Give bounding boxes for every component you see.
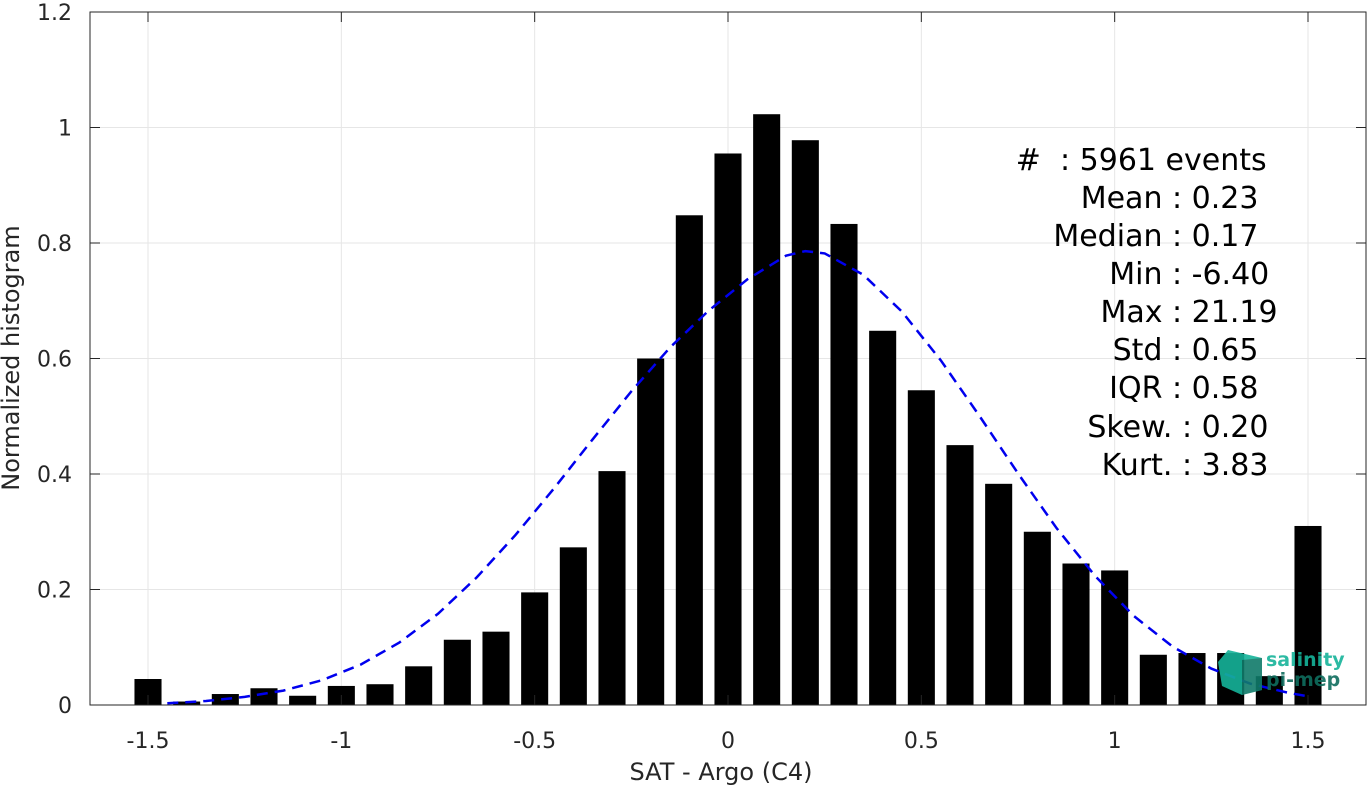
histogram-bar <box>753 114 781 705</box>
stats-kurt-label: Kurt. <box>1102 448 1182 483</box>
histogram-bar <box>791 140 819 705</box>
stats-count-value: : 5961 events <box>1060 143 1267 178</box>
logo-text-pimep: pi-mep <box>1266 669 1340 691</box>
histogram-bar <box>1139 654 1167 705</box>
stats-kurt-value: : 3.83 <box>1182 448 1268 483</box>
histogram-bar <box>250 688 278 705</box>
stats-std-value: : 0.65 <box>1172 333 1258 368</box>
stats-max-value: : 21.19 <box>1172 295 1278 330</box>
x-tick-label: -0.5 <box>513 729 556 754</box>
y-tick-label: 0.4 <box>37 463 72 488</box>
logo-cube-shade <box>1242 658 1262 695</box>
histogram-bar <box>521 592 549 705</box>
histogram-bar <box>1023 531 1051 705</box>
histogram-bar <box>946 445 974 705</box>
stats-min-label: Min <box>1109 257 1172 292</box>
stats-iqr-value: : 0.58 <box>1172 371 1258 406</box>
x-tick-label: -1 <box>330 729 352 754</box>
histogram-bar <box>289 695 317 705</box>
y-tick-label: 0.6 <box>37 348 72 373</box>
stats-min-value: : -6.40 <box>1172 257 1269 292</box>
histogram-bar <box>985 483 1013 705</box>
stats-skew-value: : 0.20 <box>1182 410 1268 445</box>
x-axis-label: SAT - Argo (C4) <box>630 758 813 786</box>
x-tick-label: 0 <box>721 729 735 754</box>
stats-count-label: # <box>1016 143 1060 178</box>
histogram-bar <box>675 215 703 705</box>
histogram-bar <box>598 471 626 705</box>
normal-fit-curve <box>167 249 1309 705</box>
logo-text-salinity: salinity <box>1266 649 1345 671</box>
histogram-bar <box>482 631 510 705</box>
histogram-bar <box>637 358 665 705</box>
stats-box: # : 5961 events Mean : 0.23 Median : 0.1… <box>1016 143 1278 483</box>
y-tick-label: 0.8 <box>37 232 72 257</box>
x-tick-label: 0.5 <box>904 729 939 754</box>
stats-median-label: Median <box>1053 219 1172 254</box>
histogram-bar <box>1101 570 1129 705</box>
stats-std-label: Std <box>1113 333 1172 368</box>
x-tick-label: 1.5 <box>1291 729 1326 754</box>
stats-iqr-label: IQR <box>1109 371 1172 406</box>
y-tick-label: 1 <box>58 117 72 142</box>
histogram-bar <box>1178 653 1206 705</box>
histogram-bar <box>443 639 471 705</box>
stats-mean-value: : 0.23 <box>1172 181 1258 216</box>
histogram-bar <box>366 684 394 705</box>
histogram-bar <box>907 390 935 705</box>
histogram-bar <box>405 666 433 705</box>
stats-max-label: Max <box>1100 295 1172 330</box>
x-tick-labels: -1.5 -1 -0.5 0 0.5 1 1.5 <box>127 729 1326 754</box>
x-tick-label: 1 <box>1108 729 1122 754</box>
histogram-bar <box>869 330 897 705</box>
y-tick-label: 0 <box>58 694 72 719</box>
stats-median-value: : 0.17 <box>1172 219 1258 254</box>
axis-ticks <box>90 11 1366 706</box>
x-tick-label: -1.5 <box>127 729 170 754</box>
salinity-pimep-logo: salinity pi-mep <box>1218 649 1345 695</box>
stats-mean-label: Mean <box>1081 181 1172 216</box>
histogram-bar <box>559 547 587 705</box>
y-tick-label: 1.2 <box>37 1 72 26</box>
y-tick-label: 0.2 <box>37 579 72 604</box>
stats-skew-label: Skew. <box>1087 410 1182 445</box>
y-tick-labels: 0 0.2 0.4 0.6 0.8 1 1.2 <box>37 1 72 719</box>
histogram-bar <box>714 153 742 706</box>
y-axis-label: Normalized histogram <box>0 225 25 490</box>
histogram-bar <box>1062 563 1090 705</box>
histogram-bar <box>1294 525 1322 705</box>
histogram-bar <box>830 223 858 705</box>
